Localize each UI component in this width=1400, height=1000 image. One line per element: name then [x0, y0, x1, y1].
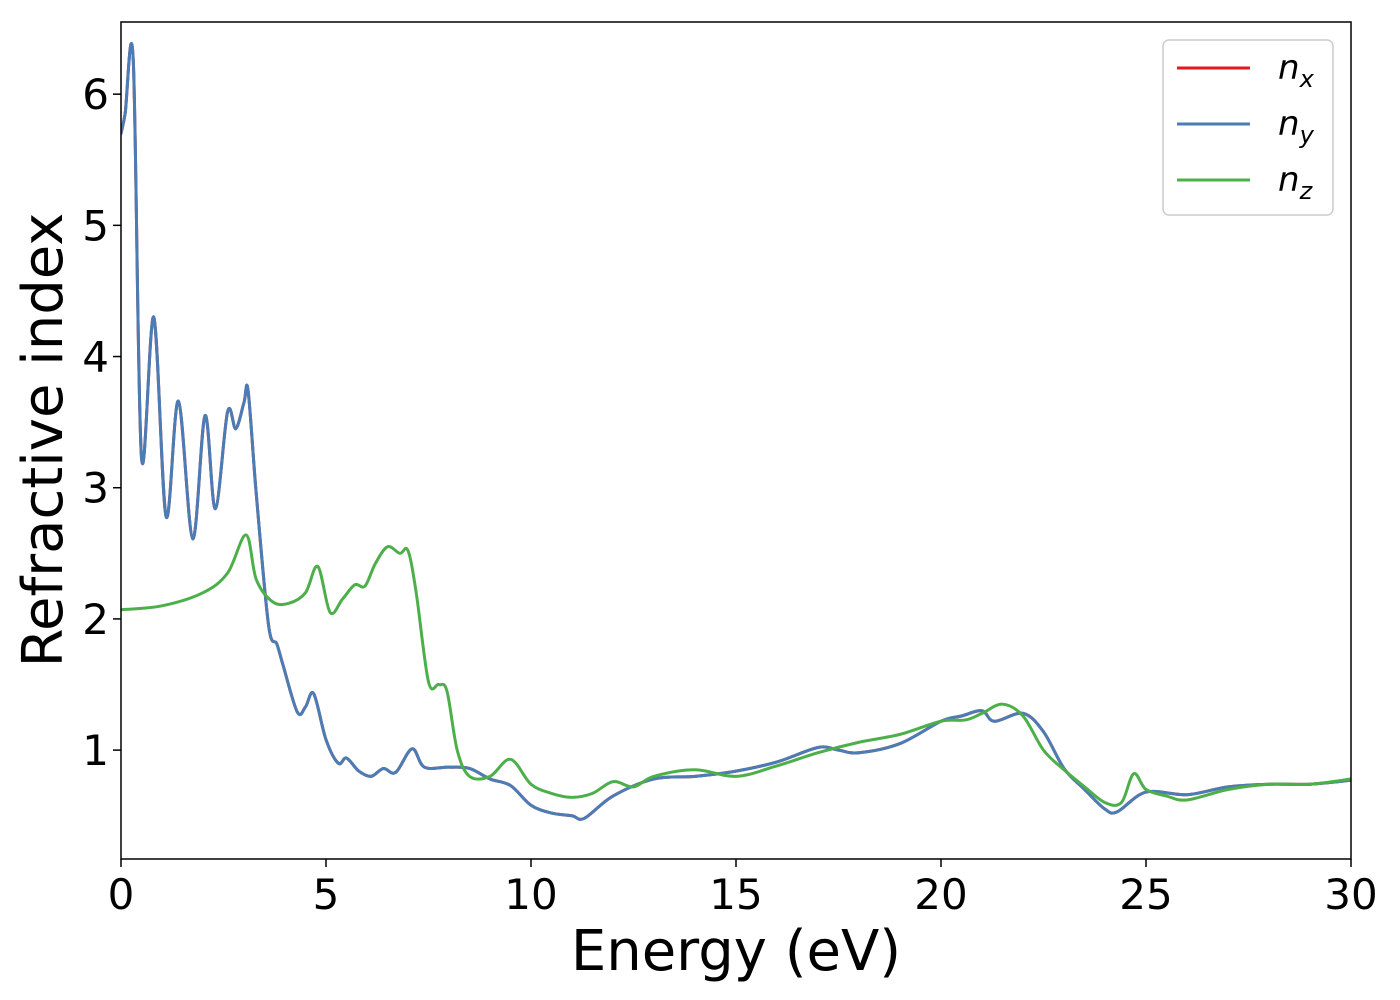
x-tick-label: 5	[313, 870, 340, 919]
x-tick-label: 10	[504, 870, 557, 919]
series-line-z	[121, 533, 1351, 807]
x-axis-label: Energy (eV)	[571, 919, 901, 984]
legend: nx ny nz	[1162, 39, 1334, 216]
y-tick-label: 2	[82, 595, 109, 644]
x-tick-label: 20	[914, 870, 967, 919]
legend-box	[1162, 39, 1334, 216]
series-layer	[121, 42, 1351, 821]
legend-items: nx ny nz	[1177, 48, 1315, 205]
tick-layer: 0 5 10 15 20 25 30 1 2 3 4 5 6	[82, 70, 1377, 919]
x-tick-label: 0	[108, 870, 135, 919]
legend-item-y: ny	[1177, 104, 1315, 149]
legend-label-y: ny	[1278, 104, 1315, 149]
legend-item-z: nz	[1177, 160, 1314, 205]
y-tick-label: 5	[82, 201, 109, 250]
legend-label-x: nx	[1278, 48, 1315, 93]
y-tick-label: 6	[82, 70, 109, 119]
legend-item-x: nx	[1177, 48, 1315, 93]
x-tick-label: 30	[1324, 870, 1377, 919]
x-tick-label: 25	[1119, 870, 1172, 919]
legend-label-z: nz	[1278, 160, 1314, 205]
y-tick-label: 3	[82, 464, 109, 513]
x-tick-label: 15	[709, 870, 762, 919]
series-line-y	[121, 42, 1351, 821]
y-tick-label: 1	[82, 726, 109, 775]
y-axis-label: Refractive index	[11, 213, 76, 668]
y-tick-label: 4	[82, 333, 109, 382]
